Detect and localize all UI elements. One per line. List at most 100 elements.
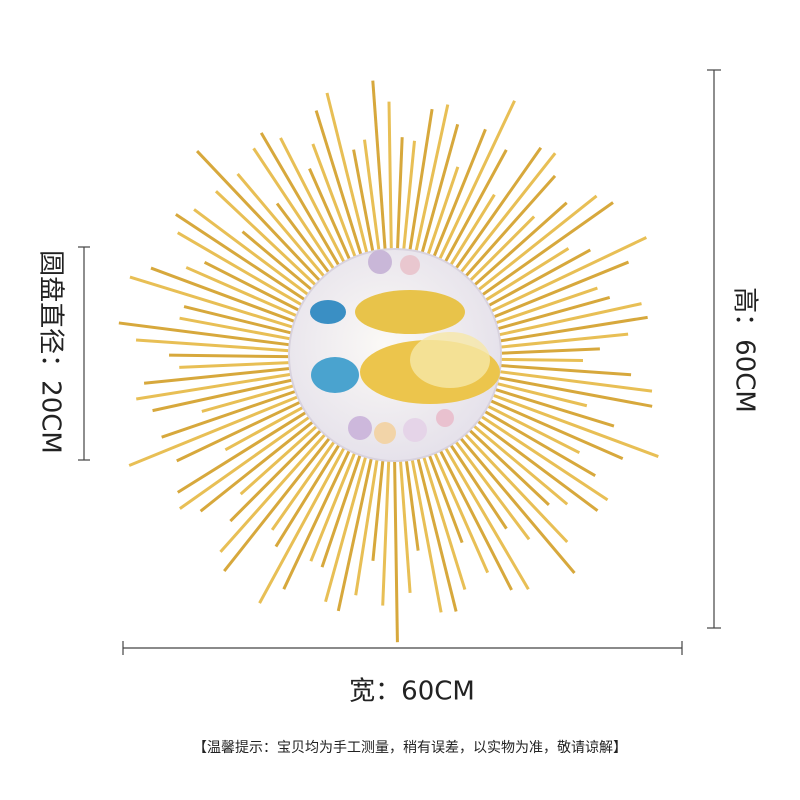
ray (484, 379, 588, 408)
ray (477, 399, 581, 454)
ray (201, 382, 302, 413)
ray (457, 425, 569, 544)
ray (325, 92, 372, 267)
ray (448, 433, 531, 541)
ray (422, 166, 460, 269)
ray (135, 338, 299, 353)
ray (395, 137, 404, 264)
ray (387, 101, 394, 264)
ray (478, 236, 648, 319)
ray (459, 215, 536, 292)
ray (400, 140, 416, 264)
ray (183, 305, 302, 337)
flower (374, 422, 396, 444)
ray (409, 451, 443, 613)
ray (371, 80, 388, 264)
ray (224, 402, 311, 452)
ray (128, 392, 306, 467)
ray (434, 441, 513, 591)
disc-dimension (78, 246, 90, 461)
ray (479, 394, 624, 460)
ray (486, 373, 653, 408)
ray (150, 266, 305, 327)
ray (308, 168, 357, 272)
ray (193, 208, 318, 303)
ray (455, 174, 557, 289)
ray (487, 347, 600, 356)
ray (416, 123, 460, 267)
ray (484, 295, 611, 334)
ray (472, 247, 570, 309)
ray (468, 413, 599, 512)
center-disc (288, 248, 502, 462)
ray (480, 260, 630, 324)
ray (274, 437, 345, 548)
ray (311, 143, 362, 270)
ray (471, 409, 609, 502)
ray (279, 137, 352, 275)
ray (411, 104, 450, 266)
height-dimension (707, 69, 721, 629)
ray (487, 368, 653, 393)
flower (348, 416, 372, 440)
ray (176, 407, 314, 494)
peacock-head-lower (311, 357, 359, 393)
ray (352, 149, 377, 265)
ray (203, 260, 309, 317)
ray (482, 286, 598, 329)
ray (336, 450, 375, 612)
ray (419, 448, 467, 590)
ray (314, 110, 367, 268)
ray (485, 302, 642, 340)
ray (481, 389, 659, 458)
ray (195, 150, 329, 291)
ray (275, 202, 338, 283)
ray (252, 147, 342, 280)
ray (429, 444, 490, 574)
ray (453, 429, 576, 574)
ray (414, 449, 458, 612)
ray (199, 416, 320, 513)
ray (475, 248, 592, 314)
ray (176, 397, 308, 463)
ray (487, 363, 632, 377)
ray (446, 146, 543, 282)
ray (439, 439, 530, 590)
ray (437, 149, 508, 276)
ray (483, 384, 615, 428)
ray (486, 315, 648, 345)
ray (179, 360, 299, 369)
ray (466, 194, 598, 300)
ray (371, 452, 386, 561)
ray (258, 440, 349, 604)
ray (487, 357, 584, 362)
ray (354, 451, 380, 596)
ray (324, 449, 370, 603)
height-label: 高：60CM (730, 287, 760, 413)
ray (239, 420, 324, 496)
ray (270, 434, 340, 531)
ray (381, 452, 391, 606)
ray (487, 332, 629, 350)
ray (309, 445, 359, 562)
ray (282, 443, 354, 590)
ray (176, 231, 312, 312)
ray (236, 172, 333, 287)
ray (427, 128, 487, 271)
ray (179, 316, 300, 343)
ray (392, 452, 399, 643)
peacock-tail-upper (355, 290, 465, 334)
ray (229, 424, 327, 523)
ray (241, 230, 322, 299)
ray (174, 213, 315, 307)
flower (368, 250, 392, 274)
ray (223, 431, 336, 573)
tail-highlight (410, 332, 490, 388)
width-label: 宽：60CM (349, 677, 475, 707)
ray (441, 193, 496, 279)
ray (136, 371, 300, 401)
ray (152, 376, 301, 413)
